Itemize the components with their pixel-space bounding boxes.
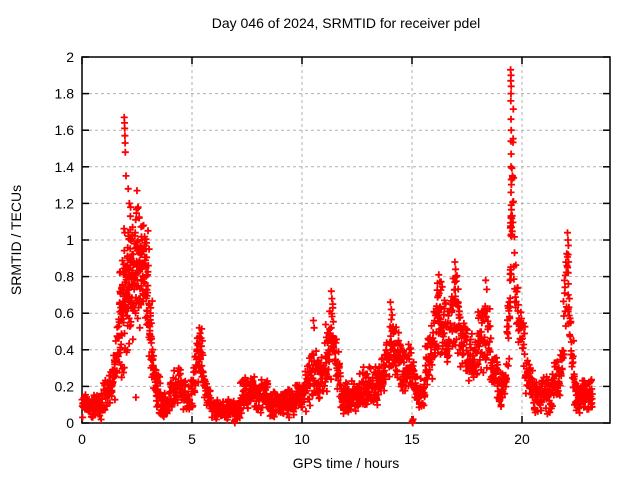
x-tick-label: 20 bbox=[514, 431, 530, 447]
y-tick-label: 0 bbox=[66, 415, 74, 431]
x-axis-label: GPS time / hours bbox=[292, 455, 400, 471]
y-tick-label: 1.4 bbox=[55, 159, 75, 175]
data-points bbox=[78, 66, 596, 427]
x-tick-label: 0 bbox=[78, 431, 86, 447]
x-tick-label: 5 bbox=[188, 431, 196, 447]
y-tick-label: 0.8 bbox=[55, 269, 75, 285]
x-tick-label: 15 bbox=[404, 431, 420, 447]
y-axis-label: SRMTID / TECUs bbox=[8, 184, 24, 296]
y-tick-labels: 0 0.2 0.4 0.6 0.8 1 1.2 1.4 1.6 1.8 2 bbox=[55, 49, 75, 431]
x-tick-label: 10 bbox=[294, 431, 310, 447]
x-tick-labels: 0 5 10 15 20 bbox=[78, 431, 530, 447]
y-tick-label: 0.6 bbox=[55, 305, 75, 321]
y-tick-label: 0.2 bbox=[55, 378, 75, 394]
y-tick-label: 2 bbox=[66, 49, 74, 65]
tick-marks bbox=[81, 56, 610, 424]
y-tick-label: 1.8 bbox=[55, 86, 75, 102]
y-tick-label: 1 bbox=[66, 232, 74, 248]
y-tick-label: 0.4 bbox=[55, 342, 75, 358]
chart-title: Day 046 of 2024, SRMTID for receiver pde… bbox=[211, 15, 481, 31]
y-tick-label: 1.2 bbox=[55, 195, 75, 211]
y-tick-label: 1.6 bbox=[55, 122, 75, 138]
